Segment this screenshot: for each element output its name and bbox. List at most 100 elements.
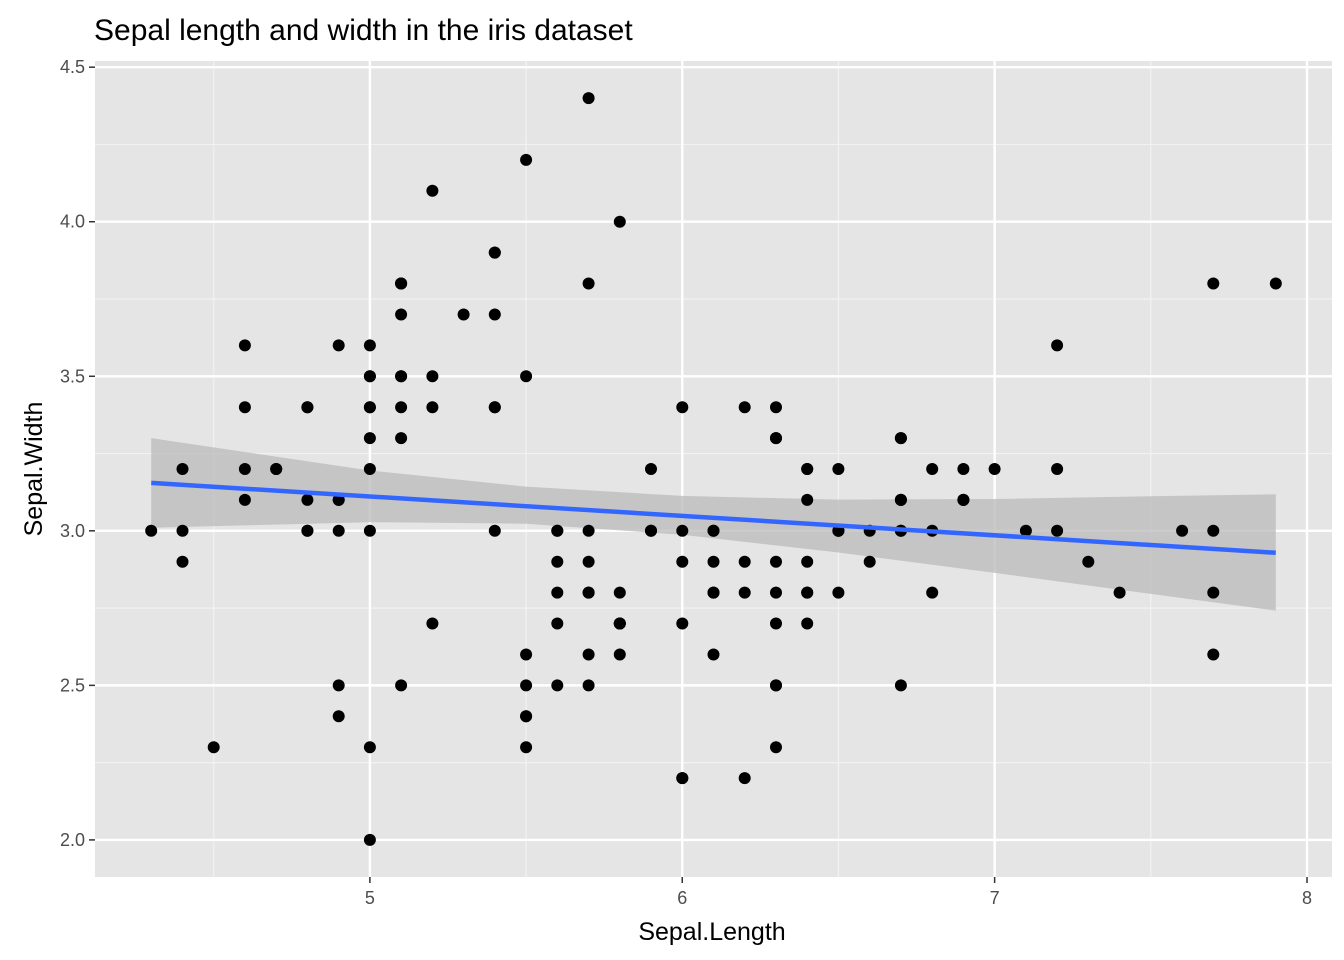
data-point-25 — [363, 524, 376, 537]
data-point-120 — [957, 463, 970, 475]
data-point-92 — [613, 648, 626, 661]
data-point-129 — [1051, 524, 1064, 537]
data-point-130 — [1113, 586, 1126, 599]
data-point-23 — [395, 432, 408, 445]
data-point-32 — [426, 184, 439, 197]
chart-title: Sepal length and width in the iris datas… — [94, 14, 633, 47]
data-point-27 — [426, 370, 439, 383]
data-point-103 — [770, 555, 782, 568]
data-point-31 — [488, 401, 501, 414]
data-point-70 — [645, 463, 657, 475]
data-point-137 — [801, 493, 814, 506]
x-axis: 5 6 7 8 — [365, 877, 1312, 908]
data-point-79 — [582, 648, 595, 661]
data-point-121 — [551, 586, 564, 599]
data-point-109 — [1051, 339, 1064, 352]
y-tick-label-5: 4.5 — [60, 57, 85, 77]
data-point-46 — [395, 277, 408, 290]
data-point-41 — [207, 741, 220, 754]
y-tick-label-3: 3.5 — [60, 366, 85, 386]
data-point-64 — [551, 555, 564, 568]
data-point-131 — [1269, 277, 1282, 290]
data-point-39 — [395, 401, 408, 414]
data-point-48 — [457, 308, 470, 321]
data-point-58 — [863, 555, 876, 568]
data-point-14 — [613, 215, 626, 228]
data-point-142 — [613, 617, 626, 630]
y-tick-label-2: 3.0 — [60, 521, 85, 541]
data-point-113 — [582, 679, 595, 692]
data-point-141 — [957, 493, 970, 506]
data-point-37 — [332, 339, 345, 352]
data-point-126 — [738, 586, 751, 599]
y-tick-label-4: 4.0 — [60, 212, 85, 232]
data-point-93 — [363, 741, 376, 754]
data-point-83 — [676, 617, 689, 630]
data-point-114 — [613, 586, 626, 599]
data-point-144 — [894, 432, 907, 445]
data-point-73 — [707, 586, 720, 599]
data-point-35 — [363, 463, 376, 475]
regression-line — [151, 480, 1276, 556]
data-point-108 — [894, 679, 907, 692]
data-point-53 — [520, 741, 533, 754]
data-point-54 — [832, 586, 845, 599]
data-point-6 — [238, 401, 251, 414]
data-point-38 — [176, 524, 189, 537]
data-point-10 — [488, 308, 501, 321]
data-point-133 — [770, 586, 782, 599]
data-point-36 — [520, 370, 533, 383]
data-point-87 — [770, 741, 782, 754]
data-point-110 — [832, 463, 845, 475]
data-point-3 — [238, 493, 251, 506]
data-point-111 — [801, 617, 814, 630]
data-point-95 — [582, 524, 595, 537]
data-point-127 — [707, 524, 720, 537]
data-point-8 — [176, 555, 189, 568]
y-axis: 2.0 2.5 3.0 3.5 4.0 4.5 — [60, 57, 95, 850]
data-point-78 — [676, 555, 689, 568]
data-point-4 — [363, 339, 376, 352]
data-point-63 — [707, 555, 720, 568]
data-point-30 — [301, 493, 314, 506]
y-tick-label-1: 2.5 — [60, 675, 85, 695]
data-point-148 — [738, 401, 751, 414]
data-point-57 — [332, 710, 345, 723]
x-axis-title: Sepal.Length — [638, 918, 785, 946]
data-point-42 — [176, 463, 189, 475]
data-point-105 — [1176, 524, 1189, 537]
data-point-90 — [520, 648, 533, 661]
data-point-43 — [363, 370, 376, 383]
data-point-119 — [676, 772, 689, 785]
data-point-132 — [801, 586, 814, 599]
data-point-146 — [770, 679, 782, 692]
data-point-89 — [520, 679, 533, 692]
data-point-50 — [988, 463, 1001, 475]
data-point-136 — [770, 401, 782, 414]
x-tick-label-2: 7 — [990, 888, 1000, 908]
data-point-29 — [270, 463, 283, 475]
data-point-24 — [301, 401, 314, 414]
data-point-135 — [1207, 524, 1220, 537]
data-point-74 — [801, 555, 814, 568]
data-point-97 — [738, 555, 751, 568]
data-point-88 — [551, 524, 564, 537]
data-point-106 — [332, 679, 345, 692]
data-point-134 — [707, 648, 720, 661]
x-tick-label-3: 8 — [1302, 888, 1312, 908]
data-point-17 — [395, 370, 408, 383]
data-point-28 — [426, 401, 439, 414]
data-point-99 — [582, 586, 595, 599]
data-point-15 — [582, 92, 595, 105]
data-point-33 — [520, 153, 533, 166]
data-point-69 — [551, 679, 564, 692]
confidence-band — [151, 438, 1276, 611]
data-point-125 — [1051, 463, 1064, 475]
data-point-21 — [395, 308, 408, 321]
data-point-84 — [488, 524, 501, 537]
data-point-49 — [363, 432, 376, 445]
data-point-102 — [1019, 524, 1032, 537]
data-point-60 — [363, 833, 376, 846]
data-point-118 — [1207, 648, 1220, 661]
